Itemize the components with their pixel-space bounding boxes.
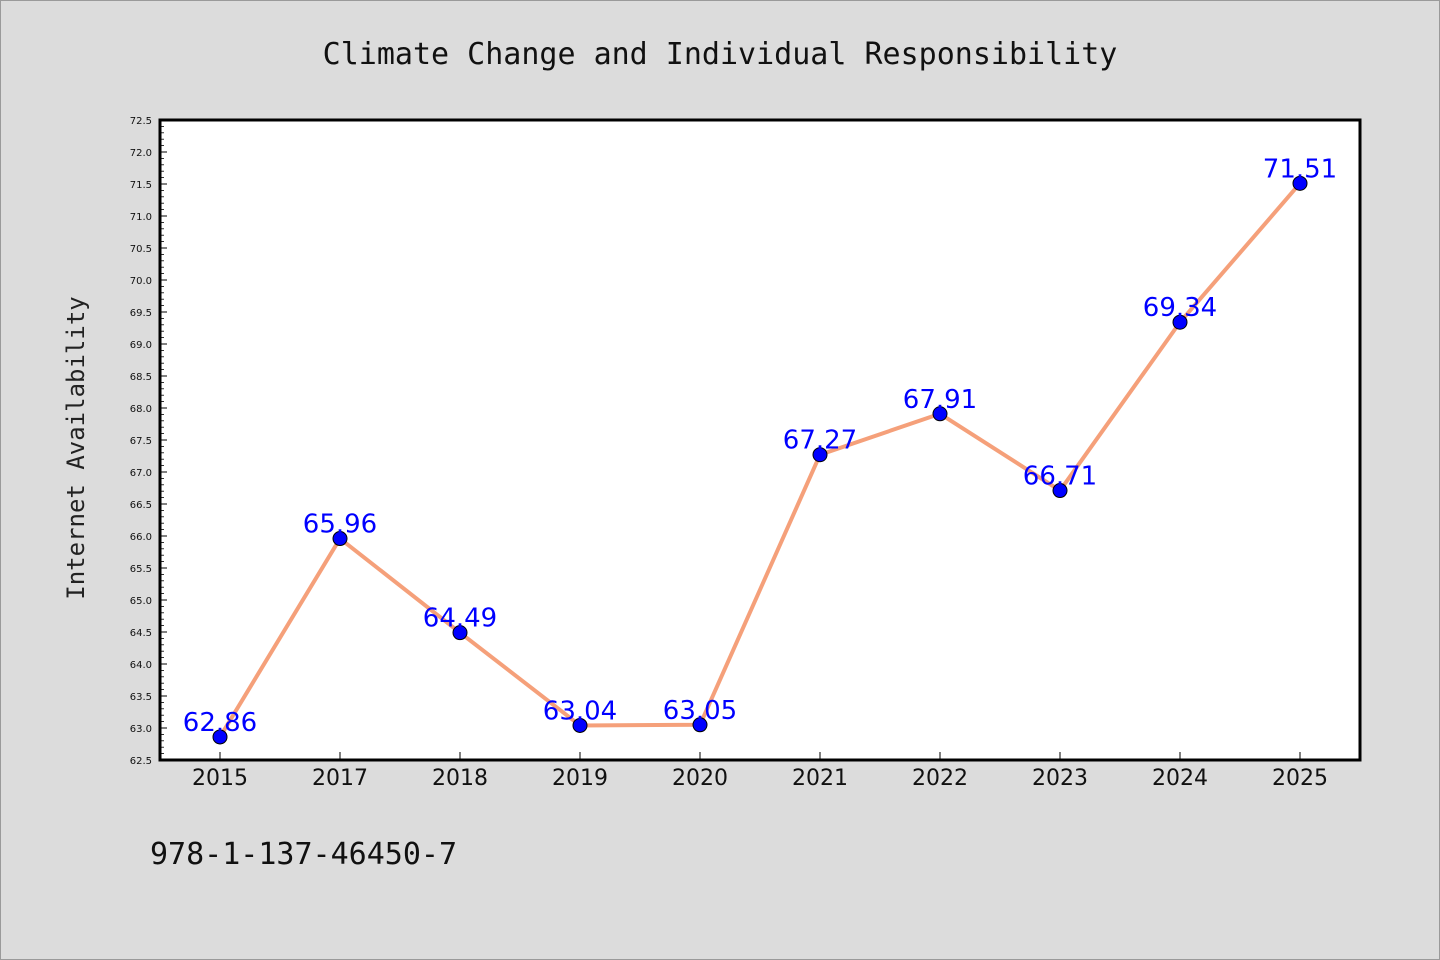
x-tick-label: 2025 <box>1272 766 1328 791</box>
x-axis-ticks: 2015 2017 2018 2019 2020 2021 2022 2023 2024 2025 <box>192 752 1328 791</box>
series-group <box>212 175 1308 745</box>
data-point <box>1172 314 1188 330</box>
y-tick-label: 62.5 <box>130 756 152 767</box>
chart-title: Climate Change and Individual Responsibi… <box>323 37 1118 72</box>
x-tick-label: 2021 <box>792 766 848 791</box>
x-tick-label: 2023 <box>1032 766 1088 791</box>
x-tick-label: 2019 <box>552 766 608 791</box>
y-tick-label: 69.0 <box>130 340 152 351</box>
y-tick-label: 71.0 <box>130 212 152 223</box>
data-label: 71.51 <box>1263 154 1337 184</box>
x-tick-label: 2017 <box>312 766 368 791</box>
isbn-text: 978-1-137-46450-7 <box>150 837 457 872</box>
y-tick-label: 65.0 <box>130 596 152 607</box>
y-axis-label: Internet Availability <box>62 296 90 599</box>
data-point <box>812 447 828 463</box>
y-tick-label: 63.5 <box>130 692 152 703</box>
data-point <box>212 729 228 745</box>
x-tick-label: 2015 <box>192 766 248 791</box>
data-label: 69.34 <box>1143 293 1217 323</box>
y-tick-label: 68.0 <box>130 404 152 415</box>
y-tick-label: 67.5 <box>130 436 152 447</box>
y-tick-label: 71.5 <box>130 180 152 191</box>
y-tick-label: 72.0 <box>130 148 152 159</box>
y-tick-label: 67.0 <box>130 468 152 479</box>
y-tick-label: 70.5 <box>130 244 152 255</box>
data-label: 63.04 <box>543 696 617 726</box>
y-tick-label: 64.0 <box>130 660 152 671</box>
data-label: 64.49 <box>423 604 497 634</box>
data-label: 67.27 <box>783 426 857 456</box>
y-tick-label: 70.0 <box>130 276 152 287</box>
data-label: 63.05 <box>663 696 737 726</box>
data-labels-group: 62.86 65.96 64.49 63.04 63.05 67.27 67.91 66.71… <box>183 154 1337 738</box>
plot-area <box>160 120 1360 760</box>
data-label: 62.86 <box>183 708 257 738</box>
plot-border <box>158 118 1362 762</box>
y-tick-label: 69.5 <box>130 308 152 319</box>
data-point <box>452 625 468 641</box>
data-point <box>572 717 588 733</box>
y-tick-label: 65.5 <box>130 564 152 575</box>
x-tick-label: 2020 <box>672 766 728 791</box>
data-point <box>932 406 948 422</box>
y-tick-label: 63.0 <box>130 724 152 735</box>
data-label: 67.91 <box>903 385 977 415</box>
y-tick-label: 72.5 <box>130 116 152 127</box>
y-tick-label: 66.5 <box>130 500 152 511</box>
data-point <box>332 531 348 547</box>
data-point <box>692 717 708 733</box>
series-line <box>218 182 1302 738</box>
data-point <box>1292 175 1308 191</box>
x-tick-label: 2018 <box>432 766 488 791</box>
data-label: 65.96 <box>303 510 377 540</box>
x-tick-label: 2022 <box>912 766 968 791</box>
x-tick-label: 2024 <box>1152 766 1208 791</box>
y-tick-label: 64.5 <box>130 628 152 639</box>
data-point <box>1052 483 1068 499</box>
y-tick-label: 68.5 <box>130 372 152 383</box>
y-tick-label: 66.0 <box>130 532 152 543</box>
data-label: 66.71 <box>1023 462 1097 492</box>
